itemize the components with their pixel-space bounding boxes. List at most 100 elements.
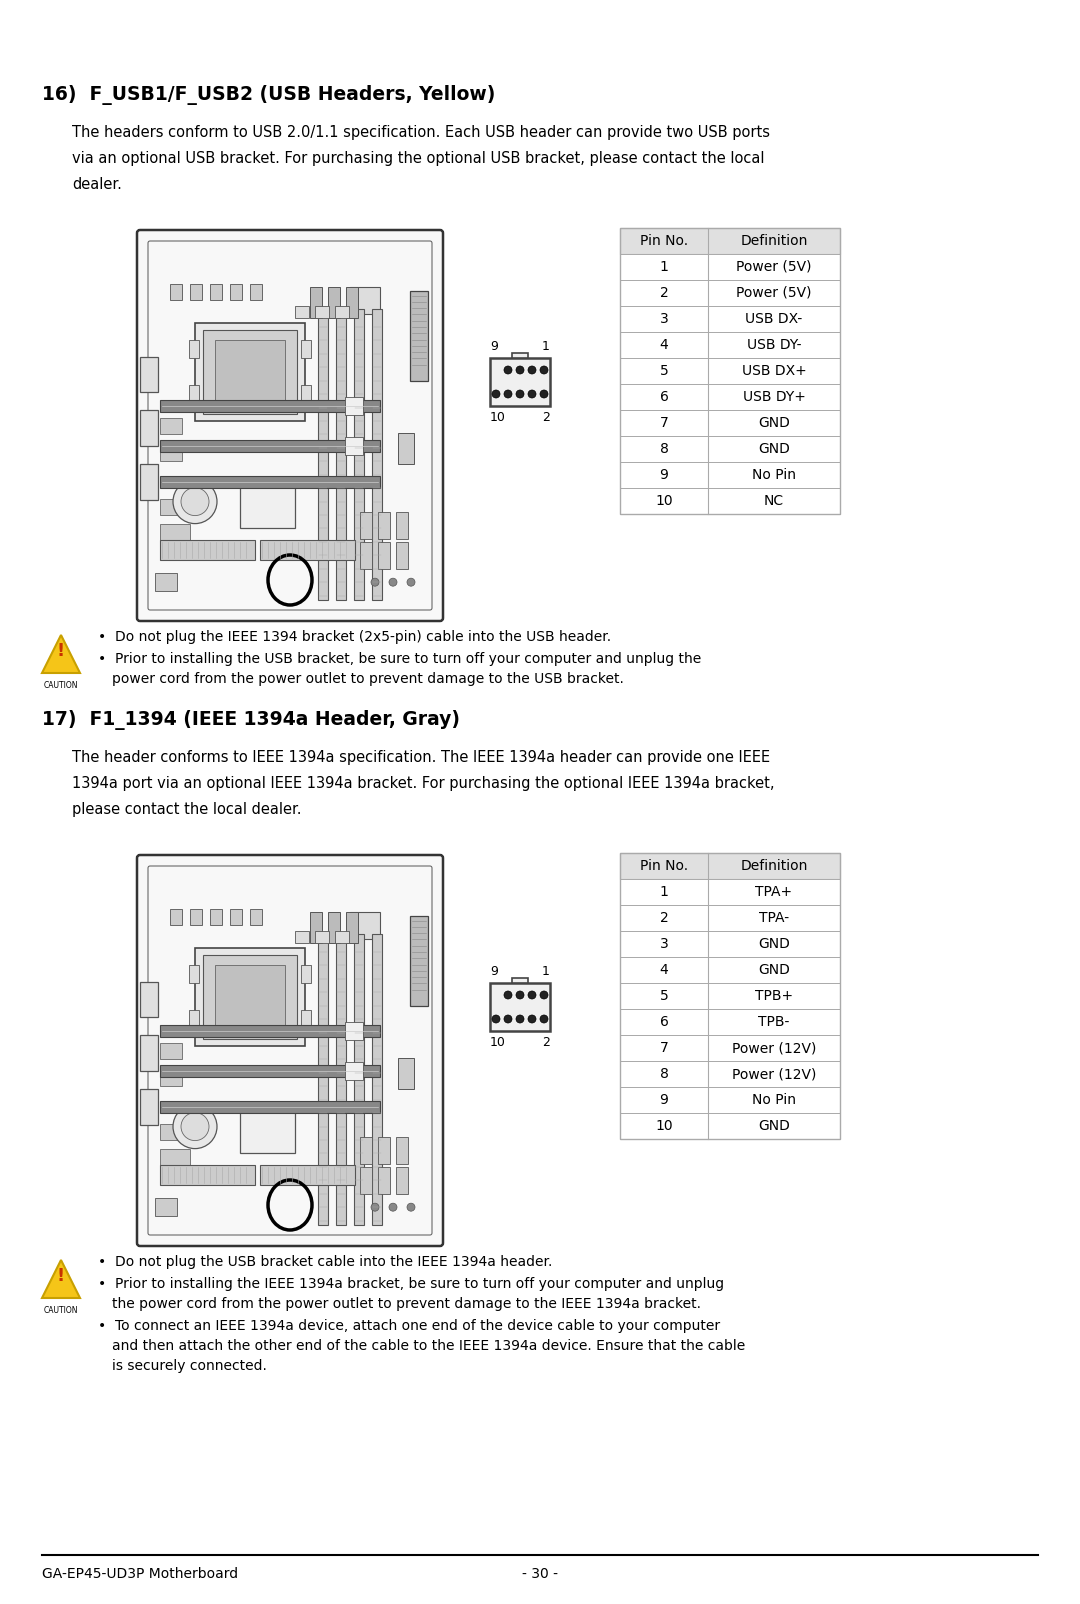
Bar: [156, 1198, 177, 1216]
Text: 8: 8: [660, 1067, 669, 1081]
Text: USB DX+: USB DX+: [742, 364, 807, 379]
Bar: [140, 1089, 158, 1124]
Bar: [160, 476, 380, 488]
Bar: [620, 228, 840, 513]
Bar: [360, 1166, 372, 1193]
Bar: [195, 322, 305, 420]
Bar: [301, 1011, 311, 1028]
Text: 3: 3: [660, 937, 669, 951]
Circle shape: [504, 1015, 512, 1023]
Bar: [620, 1113, 840, 1139]
Bar: [620, 879, 840, 905]
Bar: [249, 909, 262, 926]
Text: - 30 -: - 30 -: [522, 1567, 558, 1582]
Text: 4: 4: [660, 962, 669, 977]
Text: is securely connected.: is securely connected.: [112, 1359, 267, 1373]
Bar: [620, 281, 840, 306]
Bar: [378, 512, 390, 539]
Bar: [189, 1011, 199, 1028]
Bar: [260, 1165, 355, 1185]
Bar: [160, 541, 255, 560]
Text: GA-EP45-UD3P Motherboard: GA-EP45-UD3P Motherboard: [42, 1567, 238, 1582]
Bar: [249, 284, 262, 300]
Bar: [170, 284, 183, 300]
Bar: [160, 1148, 190, 1165]
Text: 1394a port via an optional IEEE 1394a bracket. For purchasing the optional IEEE : 1394a port via an optional IEEE 1394a br…: [72, 776, 774, 791]
Text: 9: 9: [490, 340, 498, 353]
Bar: [160, 419, 183, 435]
Text: 2: 2: [542, 411, 550, 423]
Bar: [240, 480, 295, 528]
Circle shape: [372, 577, 379, 585]
Bar: [512, 978, 528, 983]
Bar: [346, 911, 357, 943]
Bar: [140, 356, 158, 393]
Bar: [620, 411, 840, 436]
Bar: [140, 464, 158, 500]
Text: CAUTION: CAUTION: [44, 1306, 78, 1315]
Bar: [160, 399, 380, 412]
Bar: [160, 1065, 380, 1078]
Text: !: !: [57, 642, 65, 659]
Text: USB DY+: USB DY+: [743, 390, 806, 404]
Bar: [620, 488, 840, 513]
Text: •  Do not plug the IEEE 1394 bracket (2x5-pin) cable into the USB header.: • Do not plug the IEEE 1394 bracket (2x5…: [98, 630, 611, 643]
Bar: [240, 1104, 295, 1153]
Bar: [189, 340, 199, 358]
Text: Power (5V): Power (5V): [737, 260, 812, 274]
Bar: [189, 385, 199, 403]
Bar: [160, 1165, 255, 1185]
Bar: [160, 1070, 183, 1086]
Circle shape: [504, 366, 512, 374]
Circle shape: [389, 577, 397, 585]
Text: !: !: [57, 1267, 65, 1285]
Text: The headers conform to USB 2.0/1.1 specification. Each USB header can provide tw: The headers conform to USB 2.0/1.1 speci…: [72, 125, 770, 140]
Bar: [310, 287, 322, 318]
Text: 10: 10: [490, 1036, 505, 1049]
Text: The header conforms to IEEE 1394a specification. The IEEE 1394a header can provi: The header conforms to IEEE 1394a specif…: [72, 751, 770, 765]
Bar: [410, 292, 428, 380]
Bar: [190, 909, 202, 926]
Circle shape: [492, 390, 500, 398]
Bar: [210, 284, 222, 300]
Text: NC: NC: [764, 494, 784, 508]
Text: 1: 1: [542, 340, 550, 353]
Bar: [295, 930, 309, 943]
Text: 9: 9: [490, 966, 498, 978]
FancyBboxPatch shape: [137, 229, 443, 621]
Bar: [396, 542, 408, 569]
Circle shape: [173, 480, 217, 523]
Bar: [345, 1062, 363, 1079]
Bar: [328, 287, 340, 318]
Bar: [190, 284, 202, 300]
Bar: [160, 1025, 380, 1038]
Bar: [620, 1009, 840, 1035]
FancyBboxPatch shape: [137, 855, 443, 1246]
Bar: [170, 909, 183, 926]
Bar: [160, 446, 183, 462]
Text: 1: 1: [660, 885, 669, 898]
Bar: [203, 330, 297, 414]
Bar: [295, 305, 309, 318]
Bar: [301, 340, 311, 358]
Circle shape: [540, 991, 548, 999]
Bar: [310, 911, 322, 943]
Bar: [620, 253, 840, 281]
Text: •  Prior to installing the USB bracket, be sure to turn off your computer and un: • Prior to installing the USB bracket, b…: [98, 651, 701, 666]
Bar: [335, 305, 349, 318]
Text: •  Do not plug the USB bracket cable into the IEEE 1394a header.: • Do not plug the USB bracket cable into…: [98, 1254, 552, 1269]
Text: 9: 9: [660, 468, 669, 481]
Circle shape: [492, 1015, 500, 1023]
Bar: [620, 228, 840, 253]
Text: Pin No.: Pin No.: [640, 234, 688, 249]
Text: power cord from the power outlet to prevent damage to the USB bracket.: power cord from the power outlet to prev…: [112, 672, 624, 687]
Text: 7: 7: [660, 415, 669, 430]
Text: Power (12V): Power (12V): [732, 1041, 816, 1055]
Bar: [620, 358, 840, 383]
Bar: [230, 909, 242, 926]
Circle shape: [181, 488, 210, 515]
Text: TPB+: TPB+: [755, 990, 793, 1002]
Text: USB DX-: USB DX-: [745, 313, 802, 326]
Text: TPB-: TPB-: [758, 1015, 789, 1030]
Text: 3: 3: [660, 313, 669, 326]
